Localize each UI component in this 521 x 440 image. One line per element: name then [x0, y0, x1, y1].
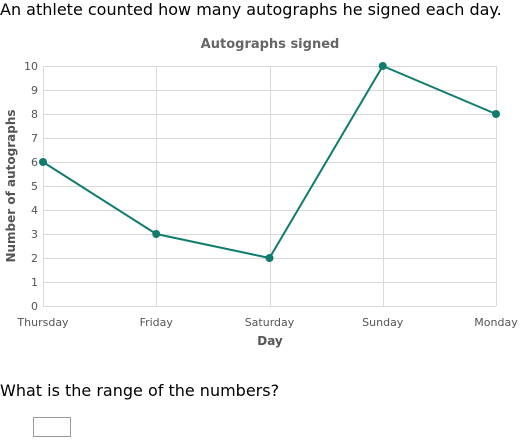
question-text: What is the range of the numbers?	[0, 381, 280, 400]
data-point	[492, 110, 500, 118]
chart-svg: Autographs signed 0 1 2 3 4 5 6 7 8 9 10 Thursday F…	[4, 37, 518, 348]
x-tick-label: Sunday	[362, 316, 404, 329]
chart-title: Autographs signed	[201, 37, 340, 52]
y-tick-label: 3	[31, 228, 38, 241]
y-tick-label: 8	[31, 108, 38, 121]
grid-lines	[43, 66, 497, 307]
answer-input[interactable]	[33, 417, 71, 437]
x-tick-label: Saturday	[245, 316, 295, 329]
data-point	[265, 254, 274, 262]
x-tick-label: Monday	[474, 316, 518, 329]
y-tick-label: 1	[31, 276, 38, 289]
data-point	[378, 62, 387, 70]
y-tick-label: 2	[31, 252, 38, 265]
prompt-text: An athlete counted how many autographs h…	[0, 0, 502, 19]
y-tick-label: 6	[31, 156, 38, 169]
y-tick-label: 7	[31, 132, 38, 145]
y-axis-label: Number of autographs	[4, 109, 18, 262]
y-tick-labels: 0 1 2 3 4 5 6 7 8 9 10	[24, 60, 38, 313]
y-tick-label: 9	[31, 84, 38, 97]
x-axis-label: Day	[257, 334, 283, 348]
data-point	[39, 158, 47, 166]
y-tick-label: 5	[31, 180, 38, 193]
line-chart: Autographs signed 0 1 2 3 4 5 6 7 8 9 10 Thursday F…	[0, 30, 521, 360]
data-point	[152, 230, 161, 238]
x-tick-labels: Thursday Friday Saturday Sunday Monday	[16, 316, 518, 329]
y-tick-label: 10	[24, 60, 38, 73]
data-points	[39, 62, 500, 262]
y-tick-label: 0	[31, 300, 38, 313]
x-tick-label: Friday	[140, 316, 174, 329]
y-tick-label: 4	[31, 204, 38, 217]
x-tick-label: Thursday	[16, 316, 69, 329]
